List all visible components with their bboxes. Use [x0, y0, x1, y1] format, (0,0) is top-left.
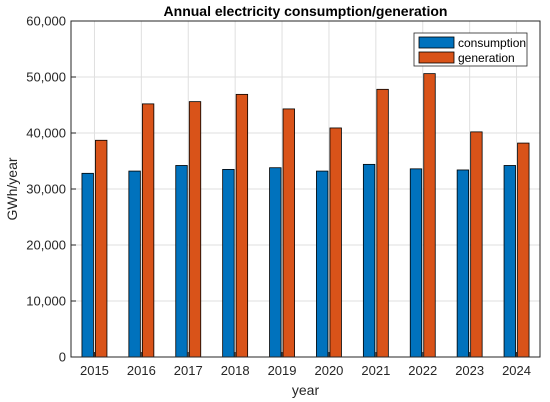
y-tick-label: 20,000 — [26, 238, 66, 253]
y-tick-label: 40,000 — [26, 126, 66, 141]
x-tick-label: 2024 — [502, 363, 531, 378]
bar-generation — [282, 108, 295, 358]
y-tick-label: 10,000 — [26, 294, 66, 309]
y-tick-label: 60,000 — [26, 14, 66, 29]
ticks: 0 10,000 20,000 30,000 40,000 50,000 60,000 201… — [26, 14, 531, 379]
bar-generation — [517, 142, 530, 358]
bar-generation — [141, 103, 155, 358]
legend-swatch-generation — [418, 51, 455, 64]
bar-consumption — [269, 167, 282, 358]
y-tick-label: 50,000 — [26, 70, 66, 85]
bar-generation — [423, 73, 436, 358]
bars — [81, 73, 530, 358]
x-tick-label: 2022 — [408, 363, 437, 378]
bar-consumption — [316, 170, 329, 358]
x-tick-label: 2019 — [268, 363, 297, 378]
y-tick-label: 0 — [59, 350, 66, 365]
x-tick-label: 2015 — [80, 363, 109, 378]
grid — [71, 20, 540, 358]
y-tick-label: 30,000 — [26, 182, 66, 197]
bar-generation — [235, 93, 249, 358]
bar-generation — [95, 139, 108, 358]
bar-generation — [470, 131, 483, 358]
bar-consumption — [175, 165, 188, 358]
bar-consumption — [128, 170, 141, 358]
bar-generation — [188, 101, 202, 358]
x-tick-label: 2017 — [174, 363, 203, 378]
chart-title: Annual electricity consumption/generatio… — [164, 3, 448, 19]
bar-consumption — [409, 168, 423, 358]
bar-consumption — [456, 169, 470, 358]
legend-label-consumption: consumption — [458, 36, 526, 50]
x-axis-label: year — [292, 382, 320, 398]
bar-consumption — [81, 172, 94, 358]
bar-consumption — [503, 165, 516, 358]
x-tick-label: 2021 — [361, 363, 390, 378]
bar-generation — [329, 127, 342, 358]
bar-consumption — [362, 163, 376, 358]
y-axis-label: GWh/year — [4, 157, 20, 220]
x-tick-label: 2016 — [127, 363, 156, 378]
bar-consumption — [222, 168, 235, 358]
legend-label-generation: generation — [458, 51, 515, 65]
x-tick-label: 2018 — [221, 363, 250, 378]
x-tick-label: 2020 — [314, 363, 343, 378]
x-tick-label: 2023 — [455, 363, 484, 378]
bar-generation — [376, 88, 389, 358]
legend-swatch-consumption — [418, 36, 455, 49]
